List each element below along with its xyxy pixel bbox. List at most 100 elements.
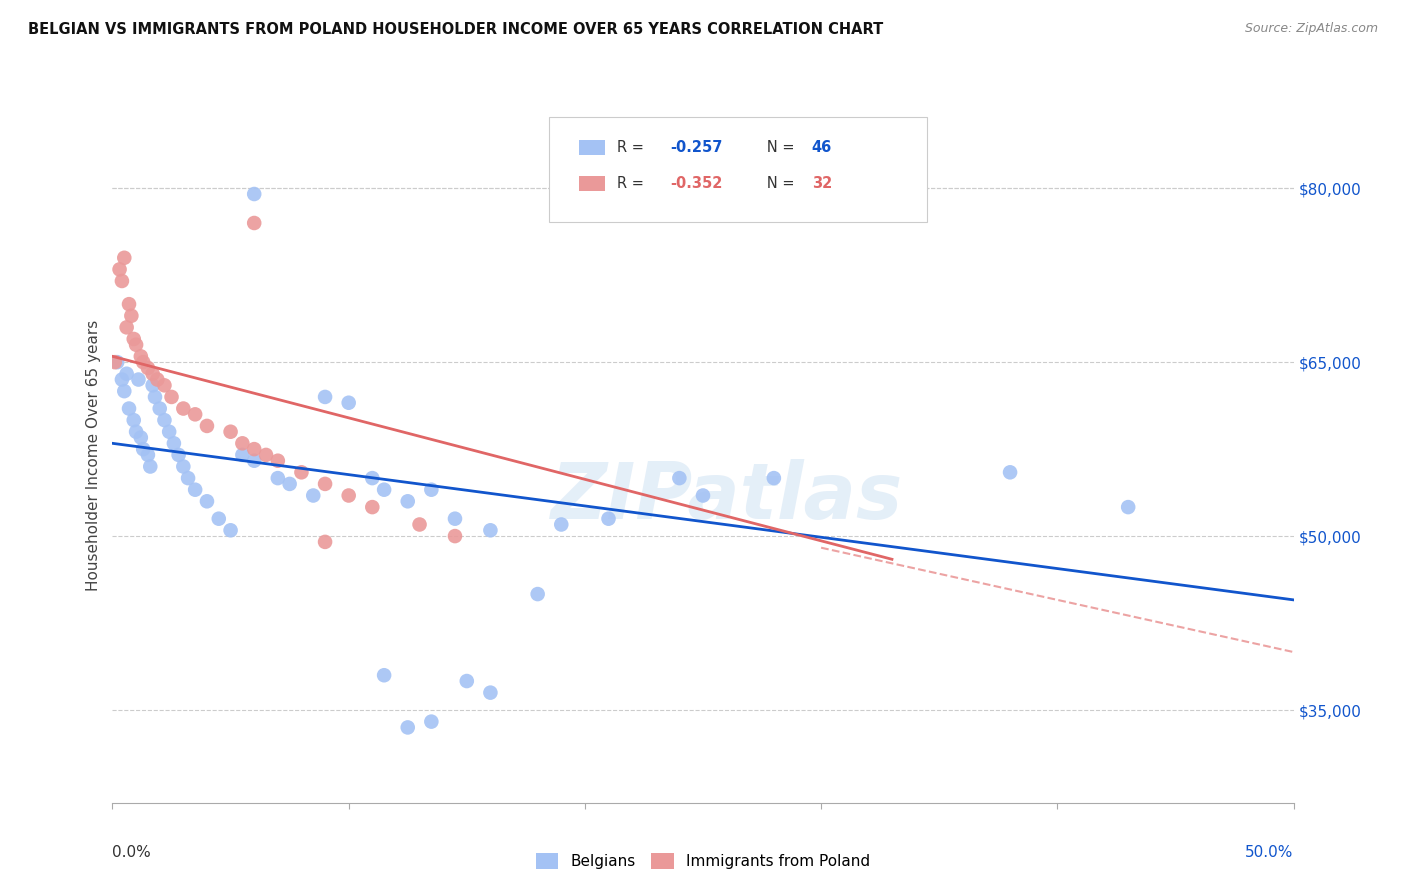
Point (444, 511, 467, 525)
Point (219, 523, 242, 537)
Point (142, 367, 165, 381)
FancyBboxPatch shape (550, 118, 928, 222)
Point (444, 529, 467, 543)
Text: BELGIAN VS IMMIGRANTS FROM POLAND HOUSEHOLDER INCOME OVER 65 YEARS CORRELATION C: BELGIAN VS IMMIGRANTS FROM POLAND HOUSEH… (28, 22, 883, 37)
Point (219, 425, 242, 439)
Point (122, 413, 145, 427)
Point (361, 500, 384, 514)
Text: Source: ZipAtlas.com: Source: ZipAtlas.com (1244, 22, 1378, 36)
Text: -0.257: -0.257 (669, 140, 723, 155)
Point (420, 483, 443, 497)
Point (692, 489, 714, 503)
Point (111, 373, 134, 387)
Point (998, 466, 1021, 480)
Point (132, 355, 155, 369)
Point (254, 448, 277, 462)
Point (420, 714, 443, 729)
Legend: Belgians, Immigrants from Poland: Belgians, Immigrants from Poland (530, 847, 876, 875)
Text: -0.352: -0.352 (669, 176, 723, 191)
Point (598, 511, 620, 525)
Point (526, 587, 548, 601)
Point (278, 476, 301, 491)
Point (125, 338, 148, 352)
FancyBboxPatch shape (579, 140, 605, 155)
Point (146, 373, 169, 387)
Point (184, 483, 207, 497)
Point (122, 332, 145, 346)
Point (762, 471, 785, 485)
Point (160, 390, 183, 404)
Point (243, 453, 266, 467)
Point (314, 534, 336, 549)
Point (314, 476, 336, 491)
Point (125, 425, 148, 439)
Text: R =: R = (617, 176, 648, 191)
Point (143, 390, 166, 404)
Y-axis label: Householder Income Over 65 years: Householder Income Over 65 years (86, 319, 101, 591)
Point (163, 436, 186, 450)
Point (136, 361, 159, 376)
Point (118, 401, 141, 416)
Point (153, 378, 176, 392)
Point (231, 448, 253, 462)
Point (550, 517, 572, 532)
Text: N =: N = (752, 176, 799, 191)
Point (177, 471, 200, 485)
Point (208, 511, 231, 525)
Point (153, 413, 176, 427)
Point (115, 320, 138, 334)
Point (314, 390, 336, 404)
Point (396, 721, 419, 735)
Point (361, 471, 384, 485)
Point (479, 685, 502, 699)
Point (668, 471, 690, 485)
Point (302, 489, 325, 503)
Point (195, 494, 218, 508)
Point (231, 436, 253, 450)
Point (479, 523, 502, 537)
Text: 50.0%: 50.0% (1246, 845, 1294, 860)
Point (337, 489, 360, 503)
Point (111, 274, 134, 288)
Point (167, 448, 190, 462)
Point (157, 425, 180, 439)
Point (149, 401, 172, 416)
Point (129, 350, 152, 364)
Point (373, 668, 395, 682)
Point (112, 384, 135, 398)
Point (243, 442, 266, 457)
Text: ZIPatlas: ZIPatlas (551, 458, 903, 534)
Point (373, 483, 395, 497)
Point (337, 396, 360, 410)
Point (142, 378, 165, 392)
Point (243, 187, 266, 202)
Point (112, 251, 135, 265)
Point (118, 297, 141, 311)
Text: 46: 46 (811, 140, 832, 155)
Point (108, 262, 131, 277)
Point (456, 674, 478, 689)
Text: 32: 32 (811, 176, 832, 191)
Point (172, 401, 194, 416)
FancyBboxPatch shape (579, 176, 605, 191)
Point (105, 355, 128, 369)
Point (136, 448, 159, 462)
Point (129, 431, 152, 445)
Point (396, 494, 419, 508)
Point (1116, 500, 1139, 514)
Point (115, 367, 138, 381)
Point (184, 407, 207, 422)
Point (120, 309, 142, 323)
Point (172, 459, 194, 474)
Point (408, 517, 430, 532)
Point (267, 453, 290, 467)
Text: R =: R = (617, 140, 648, 155)
Point (243, 216, 266, 230)
Point (195, 419, 218, 434)
Point (267, 471, 290, 485)
Point (104, 355, 127, 369)
Point (139, 459, 162, 474)
Point (290, 466, 312, 480)
Text: 0.0%: 0.0% (112, 845, 152, 860)
Text: N =: N = (752, 140, 799, 155)
